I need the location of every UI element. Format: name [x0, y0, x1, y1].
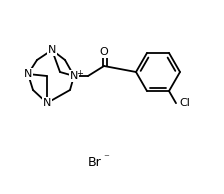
- Text: +: +: [77, 69, 83, 79]
- Text: N: N: [43, 98, 51, 108]
- Text: N: N: [48, 45, 56, 55]
- Text: Cl: Cl: [179, 98, 190, 108]
- Text: ⁻: ⁻: [103, 153, 109, 163]
- Text: N: N: [24, 69, 32, 79]
- Text: Br: Br: [88, 156, 102, 169]
- Text: O: O: [100, 47, 108, 57]
- Text: N: N: [70, 71, 78, 81]
